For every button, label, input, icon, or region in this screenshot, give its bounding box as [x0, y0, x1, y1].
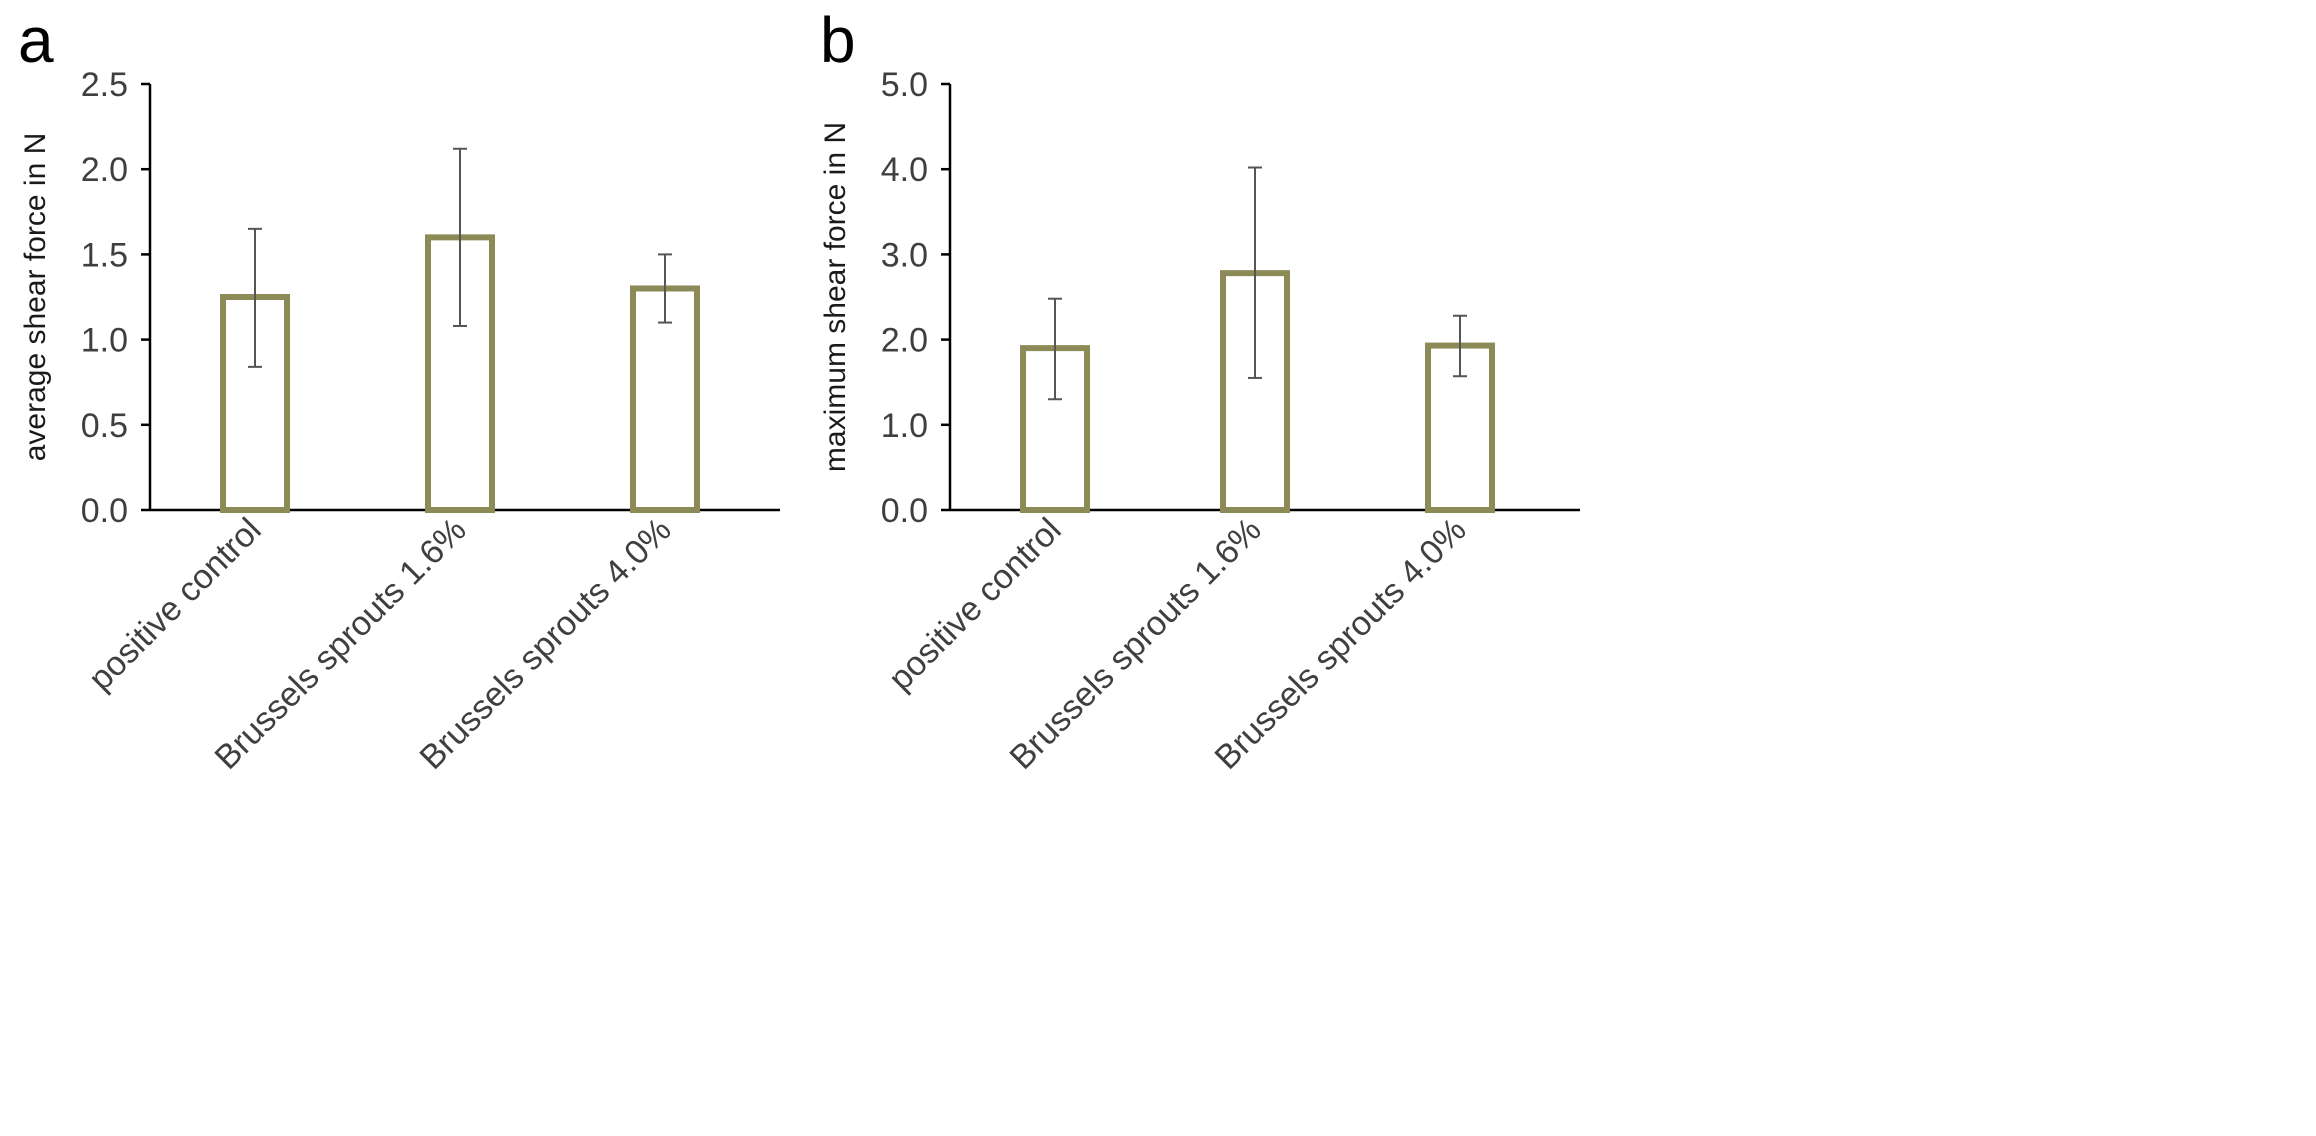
y-tick-label: 1.5: [81, 236, 128, 274]
y-tick-label: 3.0: [881, 236, 928, 274]
y-tick-label: 1.0: [881, 407, 928, 445]
y-tick-label: 2.0: [881, 322, 928, 360]
y-tick-label: 5.0: [881, 66, 928, 104]
category-label: positive control: [881, 511, 1068, 698]
panel-letter-b: b: [820, 4, 856, 76]
y-tick-label: 1.0: [81, 322, 128, 360]
y-tick-label: 0.0: [881, 492, 928, 530]
chart-panel-b: b maximum shear force in N 0.0 1.0 2.0 3.0 4.0…: [819, 4, 1580, 777]
chart-panel-a: a average shear force in N 0.0 0.5 1.0 1.5 2.0…: [18, 4, 780, 777]
y-axis-title: maximum shear force in N: [819, 122, 852, 472]
y-axis-title: average shear force in N: [19, 133, 52, 462]
y-tick-label: 0.0: [81, 492, 128, 530]
category-label: positive control: [81, 511, 268, 698]
y-tick-label: 2.5: [81, 66, 128, 104]
panel-letter-a: a: [18, 4, 54, 76]
y-tick-label: 0.5: [81, 407, 128, 445]
y-tick-label: 2.0: [81, 151, 128, 189]
y-tick-label: 4.0: [881, 151, 928, 189]
